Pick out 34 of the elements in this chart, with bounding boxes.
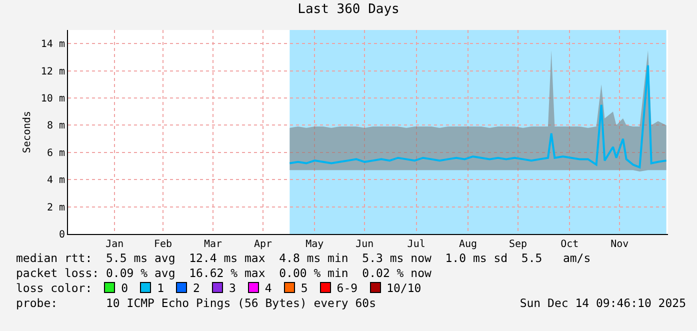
text: 2 [193,281,200,295]
y-tick-label: 14 m [40,39,65,50]
text: 5 [300,281,308,295]
x-tick-label: Apr [254,239,272,250]
text: 0 [121,281,128,295]
x-tick-label: Sep [508,239,528,250]
x-tick-label: Aug [458,239,478,250]
text: packet loss: 0.09 % avg 16.62 % max 0.00 % min 0.02 % now [16,266,432,280]
text: 6-9 [336,281,358,295]
x-tick-label: Jul [407,239,426,250]
x-tick-label: Nov [610,239,629,250]
x-tick-label: May [306,239,324,250]
y-tick-label: 12 m [40,66,65,78]
text: Sun Dec 14 09:46:10 2025 [520,296,686,311]
text: 1 [157,281,164,295]
text: median rtt: 5.5 ms avg 12.4 ms max 4.8 ms min 5.3 ms now 1.0 ms sd 5.5 am/s [16,251,591,265]
x-tick-label: Feb [154,239,172,250]
text: 3 [228,281,236,295]
text: 4 [264,281,272,295]
y-tick-label: 8 m [46,120,65,132]
y-tick-label: 0 [58,230,65,240]
x-tick-label: Jun [356,239,374,250]
y-tick-label: 4 m [46,175,65,186]
y-tick-label: 2 m [46,202,65,214]
text: loss color: [16,281,92,295]
text: 10/10 [386,281,422,295]
x-tick-label: Jan [106,239,124,250]
y-axis-title: Seconds [22,110,33,154]
x-tick-label: Oct [560,239,579,250]
text: probe: 10 ICMP Echo Pings (56 Bytes) every 60s [16,296,376,310]
y-tick-label: 6 m [46,148,65,159]
x-tick-label: Mar [204,239,222,250]
y-tick-label: 10 m [40,94,65,104]
chart-title: Last 360 Days [298,2,400,18]
